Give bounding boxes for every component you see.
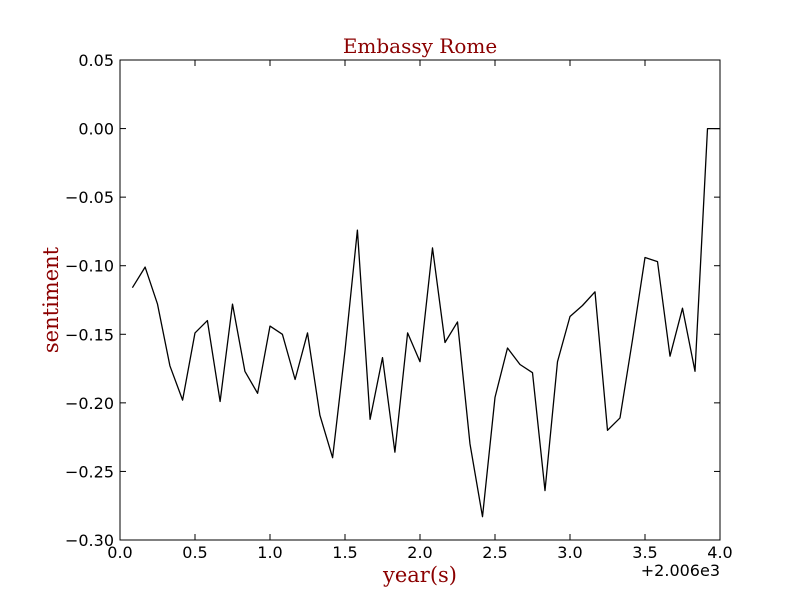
x-tick-label: 3.5 (632, 543, 657, 562)
y-tick-label: −0.10 (65, 257, 114, 276)
x-tick-label: 0.0 (107, 543, 132, 562)
y-tick-label: −0.30 (65, 531, 114, 550)
x-tick-label: 2.5 (482, 543, 507, 562)
y-tick-label: 0.05 (78, 51, 114, 70)
x-tick-label: 3.0 (557, 543, 582, 562)
x-axis-label: year(s) (382, 563, 457, 587)
y-tick-label: 0.00 (78, 120, 114, 139)
x-tick-label: 1.0 (257, 543, 282, 562)
x-tick-label: 2.0 (407, 543, 432, 562)
plot-frame (119, 59, 721, 541)
y-axis-label: sentiment (39, 246, 63, 353)
x-axis-offset-label: +2.006e3 (641, 561, 720, 580)
x-tick-label: 4.0 (707, 543, 732, 562)
y-tick-label: −0.15 (65, 325, 114, 344)
x-tick-label: 1.5 (332, 543, 357, 562)
y-axis-ticks: 0.05 0.00 −0.05 −0.10 −0.15 −0.20 −0.25 −0.30 (65, 51, 720, 550)
y-tick-label: −0.25 (65, 462, 114, 481)
sentiment-series-line (131, 127, 720, 518)
chart-title: Embassy Rome (343, 34, 497, 58)
x-axis-ticks: 0.0 0.5 1.0 1.5 2.0 2.5 3.0 3.5 4.0 (107, 60, 733, 562)
y-tick-label: −0.20 (65, 394, 114, 413)
y-tick-label: −0.05 (65, 188, 114, 207)
x-tick-label: 0.5 (182, 543, 207, 562)
